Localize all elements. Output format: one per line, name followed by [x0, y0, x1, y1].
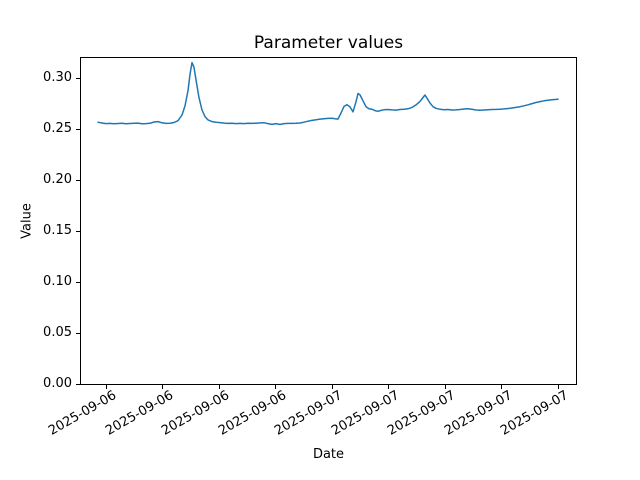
data-line-svg — [97, 61, 559, 126]
y-tick-label: 0.30 — [43, 70, 72, 86]
y-tick-label: 0.00 — [43, 376, 72, 391]
x-tick-mark — [162, 385, 163, 389]
y-tick-mark — [76, 383, 80, 385]
chart-title: Parameter values — [253, 33, 404, 53]
y-tick-mark — [76, 77, 80, 79]
x-tick-mark — [218, 385, 220, 389]
plot-area — [80, 57, 577, 385]
x-tick-mark — [501, 385, 502, 389]
x-tick-mark — [557, 385, 559, 389]
x-tick-mark — [105, 385, 107, 389]
y-tick-mark — [76, 179, 80, 181]
y-tick-mark — [76, 230, 80, 232]
y-tick-label: 0.25 — [43, 121, 72, 137]
y-tick-mark — [76, 281, 80, 283]
x-tick-mark — [331, 385, 333, 389]
x-axis-label: Date — [312, 447, 345, 462]
y-tick-label: 0.15 — [43, 223, 72, 239]
x-tick-mark — [444, 385, 446, 389]
y-tick-mark — [76, 332, 80, 334]
data-line — [97, 61, 559, 126]
x-tick-mark — [388, 385, 389, 389]
y-tick-label: 0.20 — [43, 172, 72, 188]
x-tick-mark — [275, 385, 276, 389]
y-tick-label: 0.05 — [43, 325, 72, 341]
y-tick-mark — [76, 128, 80, 130]
y-tick-label: 0.10 — [43, 274, 72, 290]
